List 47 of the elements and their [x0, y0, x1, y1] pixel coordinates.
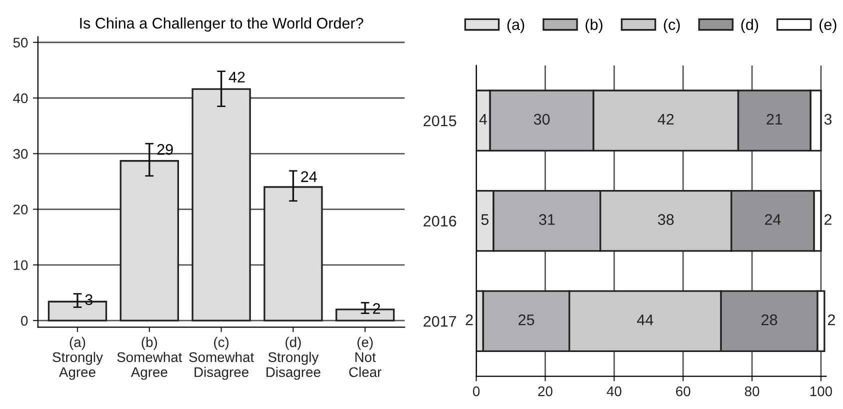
legend-label: (c): [664, 18, 680, 34]
data-label: 44: [637, 314, 654, 326]
x-tick-label: (b) Somewhat Agree: [117, 336, 182, 380]
x-tick-label: 20: [538, 386, 552, 396]
x-tick-label: (c) Somewhat Disagree: [189, 336, 254, 380]
legend-label: (d): [741, 18, 758, 34]
y-tick-label: 2017: [424, 316, 456, 327]
x-tick-label: 40: [606, 386, 622, 396]
y-tick-label: 20: [13, 204, 28, 214]
data-label: 4: [479, 114, 487, 125]
data-label: 2: [824, 214, 832, 225]
data-label: 24: [301, 171, 317, 182]
legend-label: (b): [586, 18, 602, 34]
chart-title: Is China a Challenger to the World Order?: [80, 17, 364, 32]
x-tick-label: 0: [472, 386, 480, 396]
x-tick-label: (a) Strongly Agree: [52, 336, 103, 380]
y-tick-label: 40: [13, 93, 28, 104]
y-tick-label: 2016: [424, 216, 456, 227]
data-label: 25: [518, 314, 534, 326]
bar: [192, 88, 251, 322]
data-label: 28: [762, 314, 778, 326]
data-label: 38: [658, 214, 674, 225]
data-label: 2: [828, 314, 835, 326]
y-tick-label: 30: [13, 148, 28, 159]
x-tick-label: 80: [744, 386, 760, 396]
bar: [264, 186, 323, 322]
data-label: 24: [764, 214, 781, 225]
data-label: 3: [824, 114, 832, 125]
x-tick-label: 100: [810, 386, 832, 396]
bar: [120, 160, 179, 322]
y-tick-label: 2015: [424, 115, 456, 126]
x-tick-label: (e) Not Clear: [349, 336, 382, 378]
data-label: 31: [539, 214, 555, 225]
data-label: 42: [658, 114, 674, 125]
x-tick-label: 60: [676, 386, 690, 396]
data-label: 30: [534, 114, 550, 125]
legend-label: (a): [507, 18, 524, 34]
legend-label: (e): [820, 18, 836, 34]
data-label: 2: [466, 314, 473, 326]
y-tick-label: 10: [14, 260, 28, 270]
y-tick-label: 50: [13, 38, 28, 48]
data-label: 21: [766, 114, 782, 125]
data-label: 5: [481, 214, 489, 225]
data-label: 42: [228, 72, 245, 82]
x-tick-label: (d) Strongly Disagree: [266, 336, 320, 380]
y-tick-label: 0: [21, 316, 28, 326]
data-label: 29: [157, 144, 173, 155]
